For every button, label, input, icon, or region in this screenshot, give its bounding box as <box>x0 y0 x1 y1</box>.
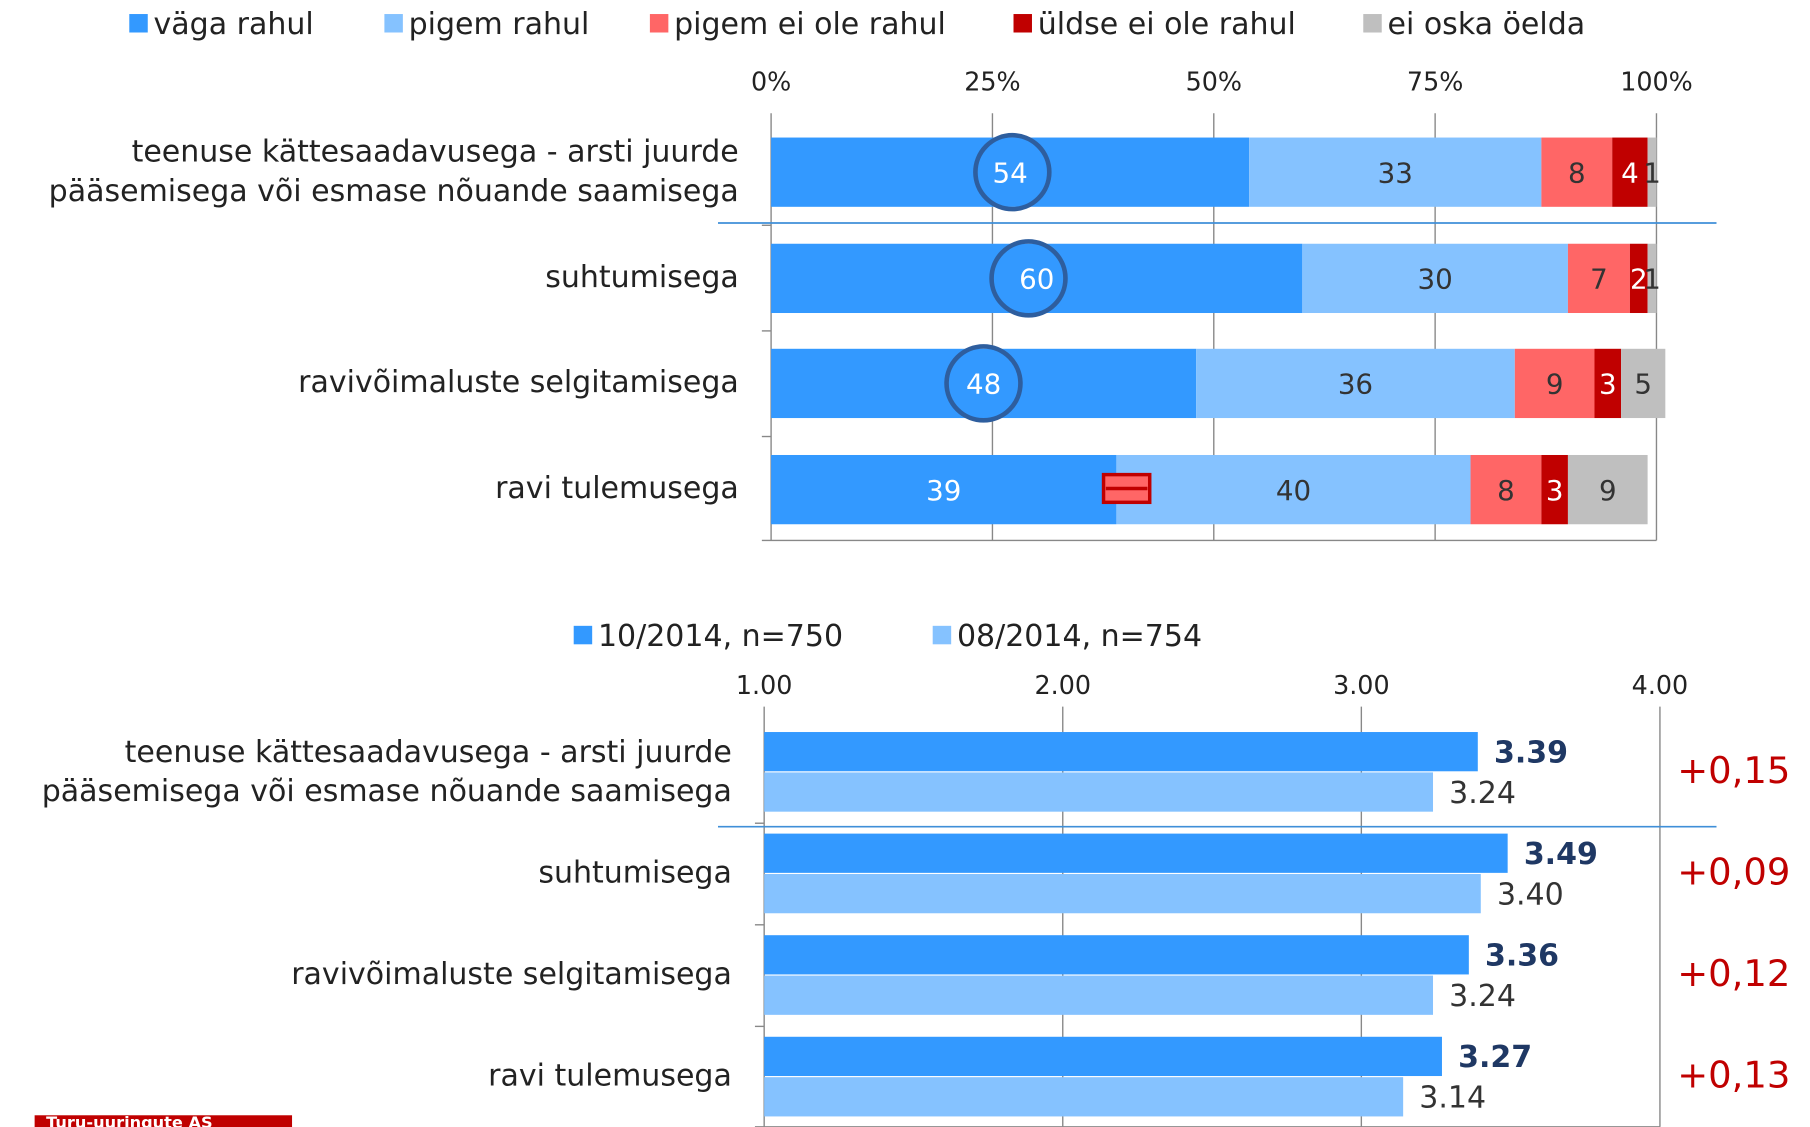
data-label: 36 <box>1338 368 1373 401</box>
bar-segment <box>1647 137 1657 207</box>
legend-label: 10/2014, n=750 <box>598 619 843 654</box>
bar <box>764 935 1469 975</box>
legend-swatch <box>649 14 669 33</box>
data-label: 30 <box>1418 263 1453 296</box>
annotation: +0,15 <box>1677 749 1790 792</box>
x-tick-label: 4.00 <box>1632 670 1688 700</box>
x-tick-label: 3.00 <box>1333 670 1389 700</box>
legend-label: 08/2014, n=754 <box>957 619 1202 654</box>
bar-segment <box>1541 454 1568 525</box>
bar-segment <box>1567 454 1648 525</box>
category-label: suhtumisega <box>545 260 739 295</box>
legend-swatch <box>573 625 593 645</box>
bar-segment <box>1594 348 1622 419</box>
x-tick-label: 75% <box>1407 66 1463 96</box>
bar <box>764 1077 1404 1117</box>
data-label: 3.36 <box>1485 939 1559 974</box>
category-label: ravivõimaluste selgitamisega <box>291 957 732 992</box>
data-label: 3.24 <box>1449 979 1516 1014</box>
legend-label: pigem ei ole rahul <box>674 7 946 42</box>
bar-segment <box>1612 137 1648 207</box>
bar-segment <box>1541 137 1613 207</box>
logo-box <box>34 1115 293 1127</box>
category-label: teenuse kättesaadavusega - arsti juurde p… <box>49 134 739 208</box>
bar-segment <box>1302 243 1568 314</box>
annotation: +0,12 <box>1677 952 1790 995</box>
data-label: 60 <box>1019 263 1054 296</box>
legend-label: väga rahul <box>154 7 314 42</box>
highlight-circle <box>989 239 1068 318</box>
bar-segment <box>771 454 1117 525</box>
data-label: 3.27 <box>1458 1040 1532 1075</box>
x-tick-label: 1.00 <box>736 670 793 700</box>
bar-segment <box>1470 454 1542 525</box>
bar <box>764 874 1481 914</box>
data-label: 4 <box>1621 156 1639 189</box>
legend-label: ei oska öelda <box>1388 7 1586 42</box>
data-label: 7 <box>1590 263 1608 296</box>
data-label: 3.40 <box>1497 877 1564 912</box>
data-label: 8 <box>1497 474 1515 507</box>
x-tick-label: 100% <box>1620 66 1693 96</box>
highlight-circle <box>944 344 1023 423</box>
data-label: 9 <box>1546 368 1564 401</box>
legend-label: üldse ei ole rahul <box>1038 7 1296 42</box>
bar-segment <box>1629 243 1648 314</box>
bar <box>764 732 1478 772</box>
bar-segment <box>1249 137 1542 207</box>
x-tick-label: 2.00 <box>1035 670 1092 700</box>
data-label: 3 <box>1599 368 1617 401</box>
bar-segment <box>1647 243 1657 314</box>
data-label: 1 <box>1643 156 1661 189</box>
legend-swatch <box>1363 14 1382 33</box>
data-label: 33 <box>1378 156 1413 189</box>
bar-segment <box>1116 454 1471 525</box>
data-label: 48 <box>966 368 1001 401</box>
bar <box>764 833 1508 873</box>
annotation: +0,09 <box>1677 851 1790 894</box>
data-label: 39 <box>926 474 961 507</box>
category-label: suhtumisega <box>538 856 732 891</box>
data-label: 3.39 <box>1494 735 1568 770</box>
data-label: 54 <box>993 156 1028 189</box>
category-label: ravi tulemusega <box>495 471 739 506</box>
bar-segment <box>771 137 1250 207</box>
data-label: 3 <box>1546 474 1564 507</box>
legend-swatch <box>1013 14 1032 33</box>
bar-segment <box>1514 348 1595 419</box>
annotation: +0,13 <box>1677 1054 1790 1097</box>
legend-swatch <box>932 625 952 645</box>
data-label: 8 <box>1568 156 1586 189</box>
category-label: teenuse kättesaadavusega - arsti juurde p… <box>42 734 732 808</box>
category-label: ravivõimaluste selgitamisega <box>298 365 739 400</box>
data-label: 40 <box>1276 474 1311 507</box>
data-label: 3.24 <box>1449 776 1516 811</box>
data-label: 1 <box>1643 263 1661 296</box>
data-label: 3.14 <box>1419 1081 1486 1116</box>
bar-segment <box>1567 243 1630 314</box>
bar <box>764 1036 1442 1077</box>
bar-segment <box>1621 348 1666 419</box>
bar-segment <box>771 348 1197 419</box>
bar-segment <box>1196 348 1515 419</box>
highlight-circle <box>973 132 1052 212</box>
data-label: 3.49 <box>1524 837 1598 872</box>
data-label: 5 <box>1634 368 1652 401</box>
category-label: ravi tulemusega <box>488 1059 732 1094</box>
legend-swatch <box>129 14 148 33</box>
legend-swatch <box>384 14 403 33</box>
bar <box>764 772 1434 812</box>
data-label: 9 <box>1599 474 1617 507</box>
bar <box>764 975 1434 1015</box>
x-tick-label: 25% <box>964 66 1020 96</box>
logo: Turu-uuringute AS <box>46 1113 212 1127</box>
x-tick-label: 50% <box>1186 66 1242 96</box>
legend-label: pigem rahul <box>409 7 590 42</box>
data-label: 2 <box>1630 263 1648 296</box>
bar-segment <box>771 243 1303 314</box>
x-tick-label: 0% <box>751 66 791 96</box>
